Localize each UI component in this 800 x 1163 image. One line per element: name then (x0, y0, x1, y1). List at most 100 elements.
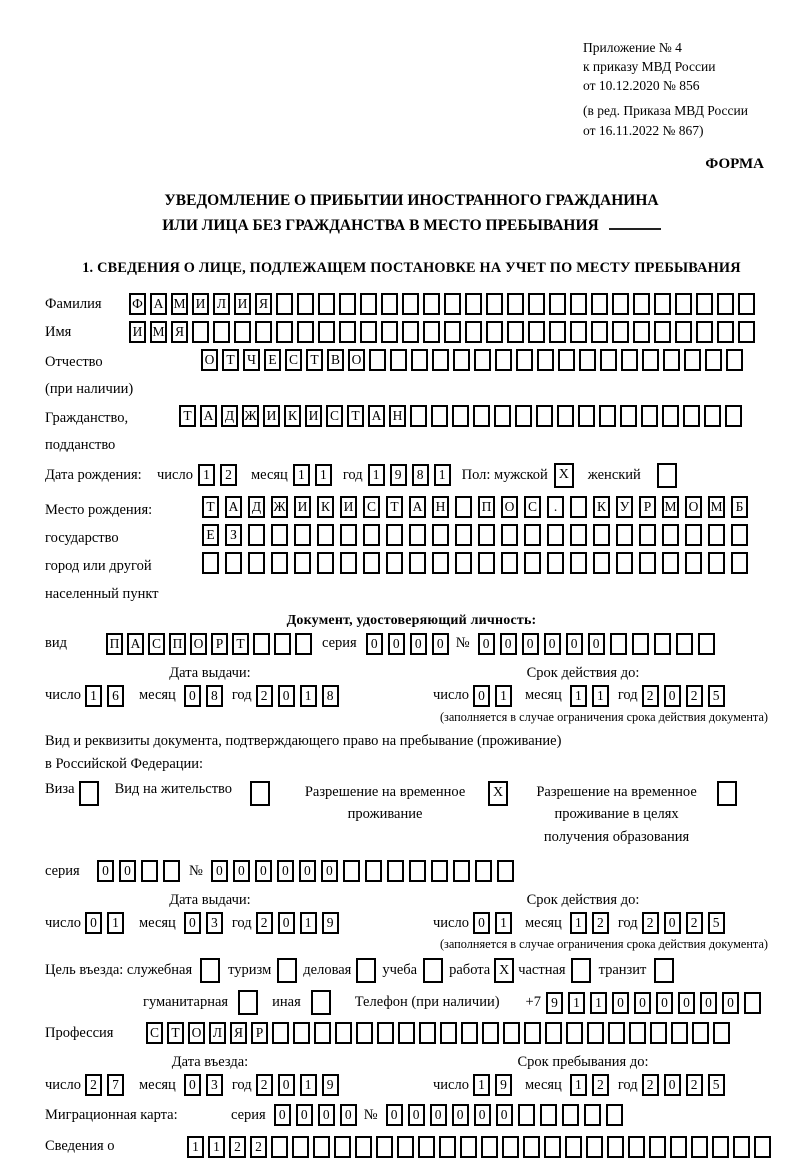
form-cell[interactable] (662, 405, 679, 427)
form-cell[interactable]: 0 (97, 860, 114, 883)
form-cell[interactable] (579, 349, 596, 372)
form-cell[interactable]: Н (432, 495, 449, 518)
form-cell[interactable] (539, 1104, 557, 1127)
form-cell[interactable] (363, 523, 380, 546)
form-cell[interactable] (528, 321, 545, 344)
form-cell[interactable] (738, 321, 755, 344)
form-cell[interactable] (377, 1022, 394, 1045)
form-cell[interactable] (295, 632, 312, 655)
form-cell[interactable]: 1 (367, 464, 385, 487)
form-cell[interactable]: К (317, 495, 334, 518)
form-cell[interactable] (274, 632, 291, 655)
form-cell[interactable] (600, 349, 617, 372)
form-cell[interactable]: М (708, 495, 725, 518)
form-cell[interactable] (408, 860, 426, 883)
form-cell[interactable] (557, 405, 574, 427)
form-cell[interactable] (675, 321, 692, 344)
form-cell[interactable]: Д (248, 495, 265, 518)
form-cell[interactable] (141, 860, 158, 883)
form-cell[interactable] (202, 551, 219, 574)
form-cell[interactable]: А (150, 293, 167, 316)
form-cell[interactable]: П (106, 632, 123, 655)
form-cell[interactable] (402, 293, 419, 316)
form-cell[interactable]: П (169, 632, 186, 655)
form-cell[interactable]: 1 (314, 464, 332, 487)
form-cell[interactable]: 2 (219, 464, 237, 487)
form-cell[interactable] (381, 293, 398, 316)
form-cell[interactable] (528, 293, 545, 316)
checkbox-cell[interactable]: X (488, 780, 509, 806)
form-cell[interactable] (363, 551, 380, 574)
form-cell[interactable]: Р (211, 632, 228, 655)
form-cell[interactable] (381, 321, 398, 344)
form-cell[interactable]: 1 (299, 684, 317, 707)
form-cell[interactable] (398, 1022, 415, 1045)
form-cell[interactable]: С (148, 632, 165, 655)
form-cell[interactable]: Д (221, 405, 238, 427)
form-cell[interactable] (276, 321, 293, 344)
form-cell[interactable] (334, 1136, 351, 1159)
form-cell[interactable] (386, 551, 403, 574)
form-cell[interactable]: Ж (271, 495, 288, 518)
form-cell[interactable] (360, 293, 377, 316)
form-cell[interactable]: 1 (589, 991, 607, 1014)
form-cell[interactable] (717, 321, 734, 344)
form-cell[interactable]: 2 (591, 1074, 609, 1097)
form-cell[interactable]: И (234, 293, 251, 316)
form-cell[interactable]: 1 (84, 684, 102, 707)
form-cell[interactable] (738, 293, 755, 316)
form-cell[interactable]: 0 (365, 632, 383, 655)
form-cell[interactable] (607, 1136, 624, 1159)
checkbox-cell[interactable] (310, 990, 331, 1016)
form-cell[interactable] (192, 321, 209, 344)
form-cell[interactable]: Б (731, 495, 748, 518)
form-cell[interactable]: 2 (641, 1074, 659, 1097)
form-cell[interactable] (390, 349, 407, 372)
form-cell[interactable] (731, 523, 748, 546)
form-cell[interactable] (342, 860, 360, 883)
form-cell[interactable] (570, 321, 587, 344)
form-cell[interactable] (318, 321, 335, 344)
form-cell[interactable]: 1 (208, 1136, 225, 1159)
form-cell[interactable] (616, 551, 633, 574)
form-cell[interactable]: В (327, 349, 344, 372)
form-cell[interactable] (452, 860, 470, 883)
form-cell[interactable]: 1 (106, 912, 124, 935)
form-cell[interactable]: 0 (611, 991, 629, 1014)
form-cell[interactable]: П (478, 495, 495, 518)
form-cell[interactable] (663, 349, 680, 372)
form-cell[interactable] (696, 321, 713, 344)
form-cell[interactable]: 1 (187, 1136, 204, 1159)
form-cell[interactable] (516, 349, 533, 372)
form-cell[interactable] (725, 405, 742, 427)
checkbox-cell[interactable] (654, 958, 675, 984)
form-cell[interactable] (376, 1136, 393, 1159)
form-cell[interactable] (486, 321, 503, 344)
checkbox-cell[interactable]: X (494, 958, 515, 984)
form-cell[interactable]: 5 (707, 684, 725, 707)
form-cell[interactable] (313, 1136, 330, 1159)
form-cell[interactable] (609, 632, 627, 655)
form-cell[interactable]: 1 (299, 912, 317, 935)
form-cell[interactable] (731, 551, 748, 574)
form-cell[interactable] (726, 349, 743, 372)
form-cell[interactable]: 2 (84, 1074, 102, 1097)
form-cell[interactable] (704, 405, 721, 427)
form-cell[interactable] (501, 551, 518, 574)
form-cell[interactable]: 0 (409, 632, 427, 655)
form-cell[interactable] (515, 405, 532, 427)
checkbox-cell[interactable] (78, 780, 99, 806)
form-cell[interactable]: Ч (243, 349, 260, 372)
form-cell[interactable] (633, 293, 650, 316)
form-cell[interactable] (570, 523, 587, 546)
form-cell[interactable] (478, 551, 495, 574)
form-cell[interactable] (713, 1022, 730, 1045)
form-cell[interactable] (465, 293, 482, 316)
form-cell[interactable] (495, 349, 512, 372)
form-cell[interactable]: 0 (543, 632, 561, 655)
form-cell[interactable]: 1 (494, 684, 512, 707)
form-cell[interactable] (423, 321, 440, 344)
form-cell[interactable] (620, 405, 637, 427)
form-cell[interactable]: К (284, 405, 301, 427)
form-cell[interactable] (314, 1022, 331, 1045)
